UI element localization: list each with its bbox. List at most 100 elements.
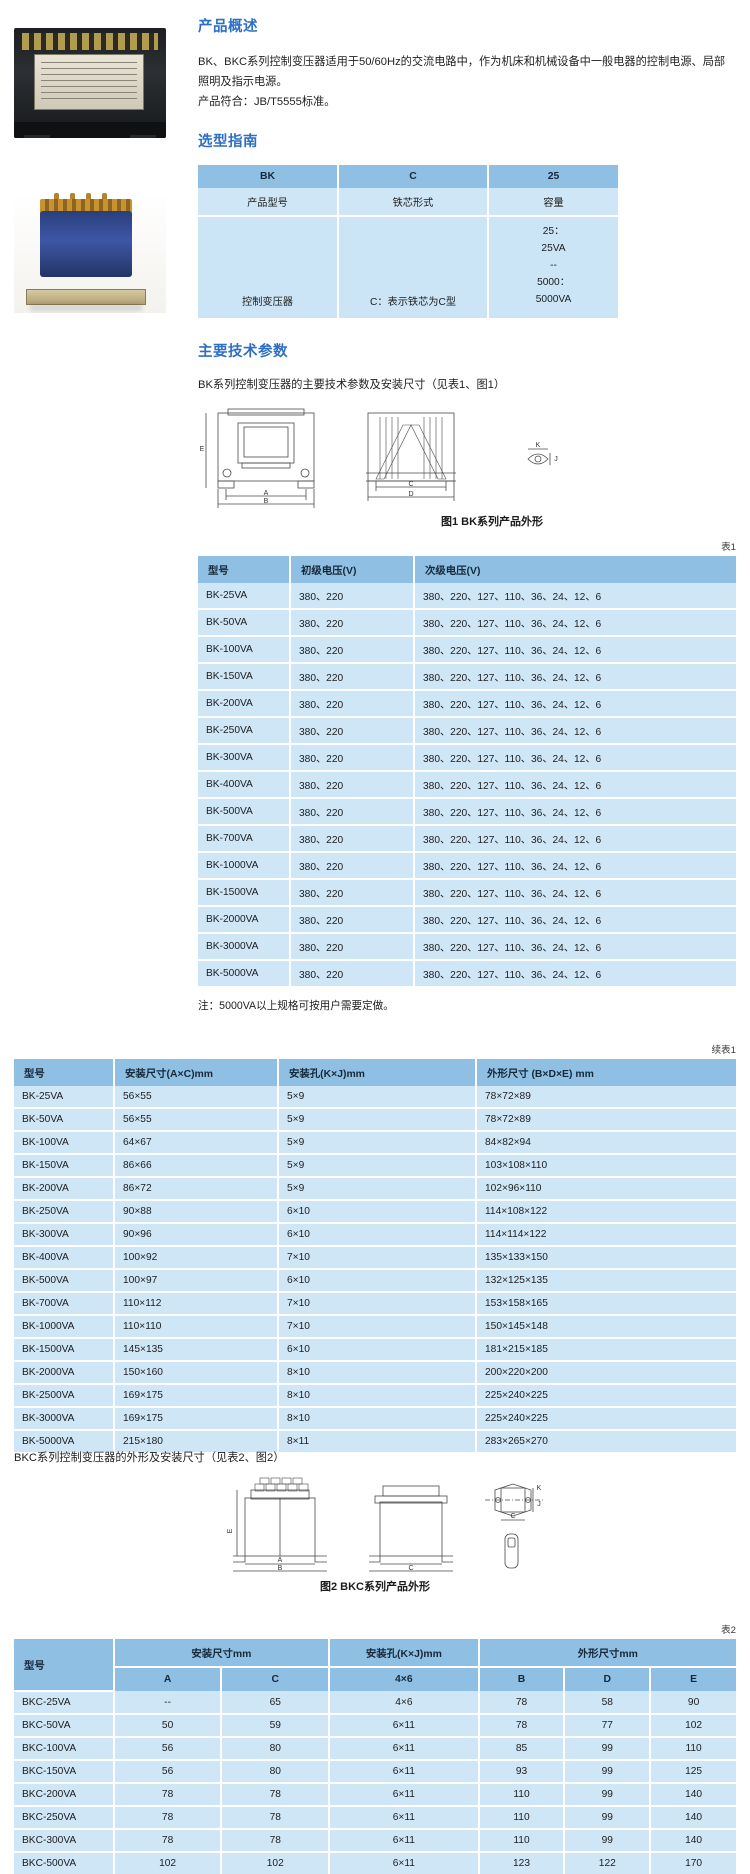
table-cell: 102	[221, 1852, 331, 1874]
selection-guide-table: BK C 25 产品型号 铁芯形式 容量 控制变压器 C：表示铁芯为C型 25：…	[198, 165, 618, 318]
t1c-header-mount-hole: 安装孔(K×J)mm	[278, 1059, 477, 1086]
table-row: BK-3000VA 380、220 380、220、127、110、36、24、12…	[198, 933, 736, 961]
bkc-mounting-bracket	[26, 289, 146, 305]
table-cell: BK-400VA	[14, 1246, 115, 1270]
table-cell: 225×240×225	[476, 1384, 736, 1408]
table-row: BK-200VA 380、220 380、220、127、110、36、24、12、…	[198, 690, 736, 718]
table-cell: 77	[564, 1714, 652, 1738]
table-cell: BK-150VA	[198, 663, 291, 691]
table-cell: BK-1000VA	[14, 1315, 115, 1339]
table-cell: 380、220	[290, 852, 415, 880]
table-cell: 170	[650, 1852, 736, 1874]
table-cell: BK-25VA	[198, 583, 291, 610]
t2-sub-E: E	[650, 1667, 736, 1691]
table-cell: 7×10	[278, 1246, 477, 1270]
table-cell: BK-250VA	[14, 1200, 115, 1224]
table-cell: 6×11	[329, 1783, 480, 1807]
table-cell: 5×9	[278, 1086, 477, 1109]
table-row: BK-1000VA 380、220 380、220、127、110、36、24、12…	[198, 852, 736, 880]
table-cell: 50	[113, 1714, 223, 1738]
table-cell: 380、220	[290, 798, 415, 826]
table-cell: 169×175	[114, 1407, 279, 1431]
table-cell: 380、220、127、110、36、24、12、6	[414, 690, 736, 718]
table-cell: 380、220	[290, 933, 415, 961]
table-cell: 380、220	[290, 583, 415, 610]
table-cell: BK-5000VA	[198, 960, 291, 986]
guide-cell-core: 铁芯形式	[338, 188, 489, 217]
table-cell: 99	[564, 1806, 652, 1830]
table-row: BKC-50VA 50 59 6×11 78 77 102	[14, 1714, 736, 1738]
fig2-label-K: K	[537, 1485, 542, 1492]
table1-header-secondary: 次级电压(V)	[414, 556, 736, 583]
table-cell: 135×133×150	[476, 1246, 736, 1270]
table-cell: 145×135	[114, 1338, 279, 1362]
table-cell: 110	[478, 1783, 566, 1807]
t2-sub-A: A	[113, 1667, 223, 1691]
table-cell: BK-25VA	[14, 1086, 115, 1109]
table-cell: 90×88	[114, 1200, 279, 1224]
guide-header-bk: BK	[198, 165, 339, 188]
table1-body: BK-25VA 380、220 380、220、127、110、36、24、12、6…	[198, 583, 736, 986]
guide-header-c: C	[338, 165, 489, 188]
table-cell: 78	[478, 1714, 566, 1738]
table1-cont-label: 续表1	[711, 1045, 736, 1056]
table-cell: BK-5000VA	[14, 1430, 115, 1452]
figure1-svg: A B C D E K J	[200, 408, 558, 508]
table-cell: 380、220	[290, 825, 415, 853]
table2-wrap: 表2 型号 安装尺寸mm 安装孔(K×J)mm 外形尺寸mm A C 4×6 B…	[14, 1622, 736, 1874]
capacity-line-4: 5000：	[537, 277, 570, 288]
t2-sub-hole: 4×6	[329, 1667, 480, 1691]
t2-sub-C: C	[221, 1667, 331, 1691]
table-cell: 100×97	[114, 1269, 279, 1293]
table-cell: 114×108×122	[476, 1200, 736, 1224]
table-cell: 78	[221, 1783, 331, 1807]
table-cell: 6×11	[329, 1760, 480, 1784]
table-cell: 200×220×200	[476, 1361, 736, 1385]
fig2-label-C: C	[510, 1513, 515, 1520]
product-photo-column	[14, 28, 184, 313]
table-row: BK-1500VA 145×135 6×10 181×215×185	[14, 1338, 736, 1362]
table-row: BK-700VA 110×112 7×10 153×158×165	[14, 1292, 736, 1316]
table-cell: 150×145×148	[476, 1315, 736, 1339]
table-cell: BK-1500VA	[14, 1338, 115, 1362]
table2-group-header-row: 型号 安装尺寸mm 安装孔(K×J)mm 外形尺寸mm	[14, 1639, 736, 1692]
figure1-drawings: A B C D E K J	[198, 401, 736, 511]
table-cell: 56×55	[114, 1086, 279, 1109]
table1-cont-wrap: 续表1 型号 安装尺寸(A×C)mm 安装孔(K×J)mm 外形尺寸 (B×D×…	[14, 1042, 736, 1452]
t2-header-mount-hole: 安装孔(K×J)mm	[329, 1639, 480, 1668]
table-cell: 380、220、127、110、36、24、12、6	[414, 771, 736, 799]
table-cell: BK-100VA	[14, 1131, 115, 1155]
table-cell: 380、220	[290, 636, 415, 664]
table-cell: 114×114×122	[476, 1223, 736, 1247]
table-cell: 78	[113, 1783, 223, 1807]
table-cell: 380、220	[290, 663, 415, 691]
t1c-header-model: 型号	[14, 1059, 115, 1086]
table2-body: BKC-25VA -- 65 4×6 78 58 90 BKC-50VA 50 59 6×11 78 7…	[14, 1691, 736, 1874]
table-cell: 99	[564, 1760, 652, 1784]
table-cell: 99	[564, 1829, 652, 1853]
bk-foot-right	[130, 135, 156, 138]
table-row: BK-25VA 56×55 5×9 78×72×89	[14, 1086, 736, 1109]
table-cell: 8×10	[278, 1384, 477, 1408]
main-content: 产品概述 BK、BKC系列控制变压器适用于50/60Hz的交流电路中，作为机床和…	[198, 0, 736, 1013]
table-cell: BK-250VA	[198, 717, 291, 745]
t2-sub-B: B	[478, 1667, 566, 1691]
table1-cont-table: 型号 安装尺寸(A×C)mm 安装孔(K×J)mm 外形尺寸 (B×D×E) m…	[14, 1059, 736, 1452]
table-row: BKC-25VA -- 65 4×6 78 58 90	[14, 1691, 736, 1715]
table-cell: 380、220	[290, 609, 415, 637]
fig1-label-K: K	[536, 442, 541, 449]
fig1-label-E: E	[200, 446, 205, 453]
table-cell: 380、220	[290, 906, 415, 934]
table-cell: 380、220	[290, 744, 415, 772]
bkc-shadow	[30, 304, 142, 311]
capacity-line-2: 25VA	[541, 243, 566, 254]
fig2-label-J: J	[537, 1501, 541, 1508]
table-cell: 78	[113, 1806, 223, 1830]
overview-paragraph-1: BK、BKC系列控制变压器适用于50/60Hz的交流电路中，作为机床和机械设备中…	[198, 56, 726, 88]
t1c-header-outline: 外形尺寸 (B×D×E) mm	[476, 1059, 736, 1086]
table-cell: 215×180	[114, 1430, 279, 1452]
table1-label: 表1	[721, 542, 736, 553]
table-row: BK-500VA 380、220 380、220、127、110、36、24、12、…	[198, 798, 736, 826]
table1-cont-header-row: 型号 安装尺寸(A×C)mm 安装孔(K×J)mm 外形尺寸 (B×D×E) m…	[14, 1059, 736, 1086]
table-cell: 85	[478, 1737, 566, 1761]
